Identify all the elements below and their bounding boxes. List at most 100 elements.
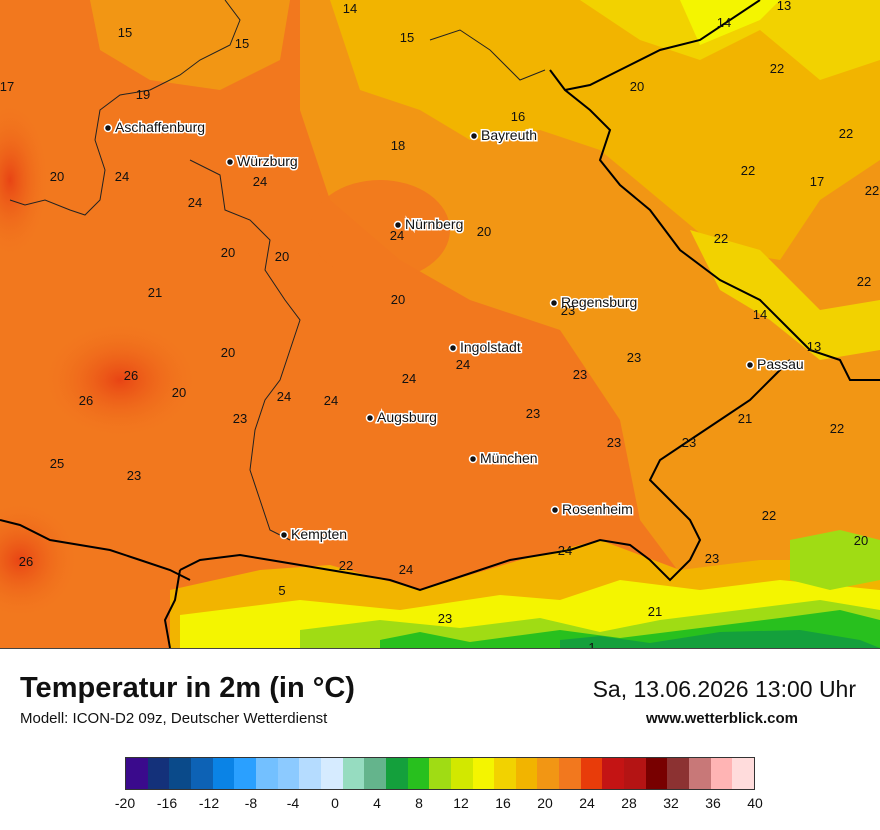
legend-tick-label: -4: [286, 795, 300, 811]
legend-tick-label: 0: [331, 795, 339, 811]
map-title: Temperatur in 2m (in °C): [20, 672, 355, 704]
state-borders: [9, 0, 546, 541]
temperature-value: 26: [79, 393, 93, 408]
temp-zone-alps-peaks: [560, 630, 880, 648]
legend-swatch: [277, 758, 300, 789]
temperature-value: 23: [627, 350, 641, 365]
temperature-value: 20: [221, 345, 235, 360]
temperature-value: 18: [391, 138, 405, 153]
temperature-value: 23: [607, 435, 621, 450]
temperature-value: 22: [770, 61, 784, 76]
temperature-value: 23: [127, 468, 141, 483]
temperature-value: 15: [118, 25, 132, 40]
temperature-value: 22: [839, 126, 853, 141]
temperature-value: 20: [221, 245, 235, 260]
temperature-value: 21: [738, 411, 752, 426]
temperature-value: 24: [277, 389, 291, 404]
temperature-value: 24: [558, 543, 572, 558]
temperature-value: 20: [50, 169, 64, 184]
temperature-value: 17: [810, 174, 824, 189]
website-link[interactable]: www.wetterblick.com: [646, 710, 798, 727]
legend-swatch: [342, 758, 365, 789]
temperature-value: 20: [172, 385, 186, 400]
city-label: Aschaffenburg: [115, 119, 205, 135]
temperature-value: 5: [278, 583, 285, 598]
city-dot-icon: [103, 123, 113, 133]
legend-swatch: [234, 758, 256, 789]
city-label: Regensburg: [561, 294, 637, 310]
city-label: Kempten: [291, 526, 347, 542]
legend-tick-label: 28: [621, 795, 637, 811]
temperature-value: 22: [865, 183, 879, 198]
temperature-value: 24: [390, 228, 404, 243]
legend-tick-label: -20: [114, 795, 136, 811]
temperature-value: 24: [402, 371, 416, 386]
legend-swatch: [645, 758, 668, 789]
legend-swatch: [147, 758, 170, 789]
country-borders: [0, 0, 880, 648]
color-legend: [125, 757, 755, 790]
temperature-value: 20: [477, 224, 491, 239]
temperature-value: 23: [438, 611, 452, 626]
temp-zone-mild-ne: [330, 0, 880, 260]
temp-zone-se-hills: [790, 530, 880, 590]
legend-swatch: [169, 758, 191, 789]
legend-tick-label: 12: [453, 795, 469, 811]
legend-swatch: [450, 758, 473, 789]
legend-swatch: [429, 758, 451, 789]
temperature-value: 14: [343, 1, 357, 16]
temperature-value: 26: [124, 368, 138, 383]
temperature-value: 24: [324, 393, 338, 408]
legend-swatch: [515, 758, 538, 789]
temperature-value: 24: [253, 174, 267, 189]
legend-swatch: [190, 758, 213, 789]
hot-core-center: [310, 180, 450, 280]
legend-tick-label: 40: [747, 795, 763, 811]
legend-tick-labels: -20 -16 -12 -8 -4 0 4 8 12 16 20 24 28 32 36 40: [0, 795, 880, 815]
hot-core-nw: [0, 100, 50, 260]
legend-swatch: [320, 758, 343, 789]
city-label: Würzburg: [237, 153, 298, 169]
temperature-map: Aschaffenburg Würzburg Bayreuth Nürnberg Reg…: [0, 0, 880, 649]
temp-zone-mild-nw: [90, 0, 290, 90]
temperature-value: 23: [561, 303, 575, 318]
temperature-value: 20: [391, 292, 405, 307]
temperature-value: 16: [511, 109, 525, 124]
city-label: Rosenheim: [562, 501, 633, 517]
temperature-value: 21: [648, 604, 662, 619]
city-dot-icon: [448, 343, 458, 353]
city-dot-icon: [225, 157, 235, 167]
legend-swatch: [689, 758, 711, 789]
city-dot-icon: [550, 505, 560, 515]
temperature-value: 24: [188, 195, 202, 210]
city-dot-icon: [745, 360, 755, 370]
legend-tick-label: 16: [495, 795, 511, 811]
temp-zone-cool-ne: [580, 0, 880, 80]
temperature-value: 22: [762, 508, 776, 523]
temperature-value: 15: [400, 30, 414, 45]
city-dot-icon: [469, 131, 479, 141]
legend-tick-label: 36: [705, 795, 721, 811]
temperature-value: 14: [753, 307, 767, 322]
city-label: Passau: [757, 356, 804, 372]
city-dot-icon: [365, 413, 375, 423]
temperature-value: 21: [148, 285, 162, 300]
city-markers: Aschaffenburg Würzburg Bayreuth Nürnberg Reg…: [103, 118, 805, 544]
hot-core-west2: [0, 500, 80, 620]
legend-tick-label: 32: [663, 795, 679, 811]
temperature-value: 13: [777, 0, 791, 13]
city-label: Nürnberg: [405, 216, 463, 232]
temperature-value: 24: [399, 562, 413, 577]
temperature-value: 26: [19, 554, 33, 569]
model-source: Modell: ICON-D2 09z, Deutscher Wetterdie…: [20, 710, 328, 727]
temperature-value: 20: [275, 249, 289, 264]
city-dot-icon: [549, 298, 559, 308]
city-label: München: [480, 450, 538, 466]
temperature-value: 20: [854, 533, 868, 548]
temperature-value: 22: [741, 163, 755, 178]
legend-swatch: [537, 758, 560, 789]
legend-swatch: [299, 758, 321, 789]
temperature-value: 15: [235, 36, 249, 51]
city-label: Augsburg: [377, 409, 437, 425]
legend-swatch: [126, 758, 148, 789]
